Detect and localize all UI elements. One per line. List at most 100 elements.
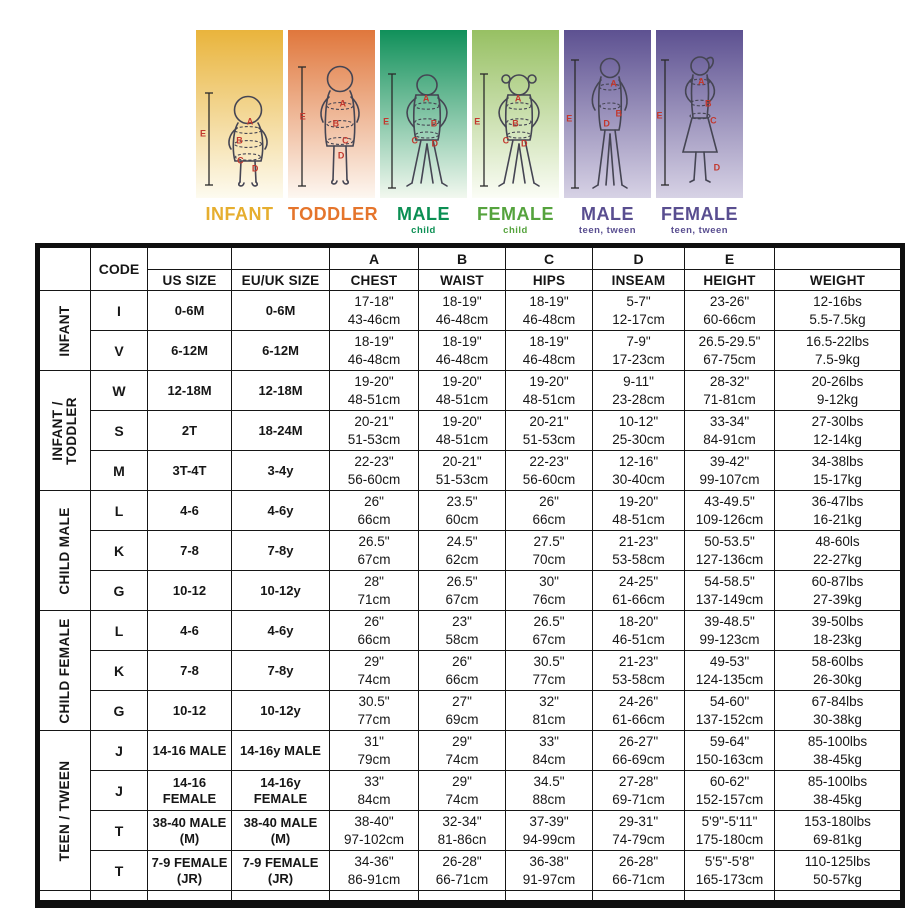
spacer-cell (505, 890, 593, 905)
cell-eu-uk-size: 0-6M (231, 290, 330, 331)
measure-letter-b: B (430, 118, 438, 129)
figure-label-infant: INFANT (205, 204, 274, 224)
measure-letter-c: C (342, 135, 349, 146)
cell-hips: 26" 66cm (505, 490, 593, 531)
figure-sublabel-female-child: child (503, 225, 528, 236)
cell-us-size: 10-12 (147, 690, 232, 731)
cell-waist: 20-21" 51-53cm (418, 450, 506, 491)
cell-height: 33-34" 84-91cm (684, 410, 775, 451)
cell-us-size: 10-12 (147, 570, 232, 611)
table-row: INFANT / TODDLER W 12-18M 12-18M 19-20" 48-51c… (37, 370, 903, 491)
cell-eu-uk-size: 10-12y (231, 570, 330, 611)
cell-waist: 26.5" 67cm (418, 570, 506, 611)
figure-label-female-teen: FEMALE (661, 204, 738, 224)
cell-weight: 153-180lbs 69-81kg (774, 810, 903, 851)
measure-letter-b: B (512, 118, 519, 129)
measure-letter-header-b: B (418, 245, 506, 270)
cell-us-size: 38-40 MALE (M) (147, 810, 232, 851)
cell-waist: 29" 74cm (418, 730, 506, 771)
cell-chest: 26.5" 67cm (329, 530, 419, 571)
cell-weight: 16.5-22lbs 7.5-9kg (774, 330, 903, 371)
figure-panel-male-teen: E A B D MALE teen, tween (564, 30, 651, 236)
size-table: CODE A B C D E US SIZE EU/UK SIZE CHEST WAIST HIPS… (35, 243, 905, 908)
measure-letter-e: E (199, 128, 206, 139)
cell-code: G (90, 690, 148, 731)
figure-label-toddler: TODDLER (288, 204, 379, 224)
cell-eu-uk-size: 10-12y (231, 690, 330, 731)
table-row: S 2T 18-24M 20-21" 51-53cm 19-20" 48-51cm 20-21… (38, 410, 903, 451)
cell-height: 54-60" 137-152cm (684, 690, 775, 731)
spacer-cell (147, 890, 232, 905)
cell-height: 28-32" 71-81cm (684, 370, 775, 411)
cell-chest: 28" 71cm (329, 570, 419, 611)
measure-letter-d: D (603, 118, 610, 129)
spacer-cell (90, 890, 148, 905)
cell-inseam: 9-11" 23-28cm (592, 370, 685, 411)
row-group-label: INFANT (37, 290, 91, 371)
figure-label-female-child: FEMALE (477, 204, 554, 224)
measure-letter-c: C (411, 135, 419, 146)
header-letter-row: CODE A B C D E (37, 245, 903, 291)
cell-us-size: 6-12M (147, 330, 232, 371)
cell-chest: 29" 74cm (329, 650, 419, 691)
table-row: K 7-8 7-8y 26.5" 67cm 24.5" 62cm 27.5" 70cm 21-23… (38, 530, 903, 571)
column-header-code: CODE (90, 245, 148, 291)
measure-letter-a: A (514, 93, 522, 104)
measure-letter-b: B (236, 135, 243, 146)
cell-inseam: 27-28" 69-71cm (592, 770, 685, 811)
cell-hips: 20-21" 51-53cm (505, 410, 593, 451)
teen-female-figure-drawing (661, 56, 719, 186)
cell-hips: 27.5" 70cm (505, 530, 593, 571)
column-header-waist: WAIST (418, 269, 506, 291)
cell-us-size: 0-6M (147, 290, 232, 331)
cell-weight: 48-60ls 22-27kg (774, 530, 903, 571)
cell-eu-uk-size: 14-16y FEMALE (231, 770, 330, 811)
cell-waist: 27" 69cm (418, 690, 506, 731)
cell-hips: 33" 84cm (505, 730, 593, 771)
spacer-cell (592, 890, 685, 905)
table-row: G 10-12 10-12y 30.5" 77cm 27" 69cm 32" 81cm 24-26… (38, 690, 903, 731)
cell-code: T (90, 810, 148, 851)
cell-code: J (90, 730, 148, 771)
table-row: T 38-40 MALE (M) 38-40 MALE (M) 38-40" 97-102c… (38, 810, 903, 851)
cell-hips: 30" 76cm (505, 570, 593, 611)
row-group-label-text: INFANT / TODDLER (50, 396, 79, 465)
cell-inseam: 24-26" 61-66cm (592, 690, 685, 731)
spacer-cell (231, 890, 330, 905)
cell-waist: 19-20" 48-51cm (418, 370, 506, 411)
cell-code: J (90, 770, 148, 811)
cell-chest: 22-23" 56-60cm (329, 450, 419, 491)
cell-hips: 19-20" 48-51cm (505, 370, 593, 411)
cell-hips: 22-23" 56-60cm (505, 450, 593, 491)
cell-waist: 19-20" 48-51cm (418, 410, 506, 451)
cell-eu-uk-size: 6-12M (231, 330, 330, 371)
measure-letter-c: C (710, 115, 717, 126)
cell-weight: 39-50lbs 18-23kg (774, 610, 903, 651)
measure-letter-a: A (246, 116, 254, 127)
toddler-figure-drawing (298, 65, 360, 187)
measure-letter-d: D (251, 163, 259, 174)
cell-weight: 60-87lbs 27-39kg (774, 570, 903, 611)
cell-eu-uk-size: 12-18M (231, 370, 330, 411)
row-group-label-text: TEEN / TWEEN (57, 760, 72, 861)
cell-height: 59-64" 150-163cm (684, 730, 775, 771)
column-header-inseam: INSEAM (592, 269, 685, 291)
cell-waist: 26" 66cm (418, 650, 506, 691)
row-group-label-text: CHILD MALE (57, 506, 72, 595)
cell-inseam: 12-16" 30-40cm (592, 450, 685, 491)
spacer-cell (37, 890, 91, 905)
figure-panel-infant: E A B C D INFANT (196, 30, 283, 236)
table-row: TEEN / TWEEN J 14-16 MALE 14-16y MALE 31" 79c… (37, 730, 903, 891)
figure-sublabel-male-child: child (411, 225, 436, 236)
cell-waist: 18-19" 46-48cm (418, 330, 506, 371)
cell-inseam: 29-31" 74-79cm (592, 810, 685, 851)
measure-letter-a: A (610, 78, 617, 89)
column-header-us-size: US SIZE (147, 269, 232, 291)
cell-weight: 36-47lbs 16-21kg (774, 490, 903, 531)
cell-us-size: 7-9 FEMALE (JR) (147, 850, 232, 891)
cell-eu-uk-size: 38-40 MALE (M) (231, 810, 330, 851)
cell-us-size: 4-6 (147, 490, 232, 531)
table-row: T 7-9 FEMALE (JR) 7-9 FEMALE (JR) 34-36" 86-91… (38, 850, 903, 891)
